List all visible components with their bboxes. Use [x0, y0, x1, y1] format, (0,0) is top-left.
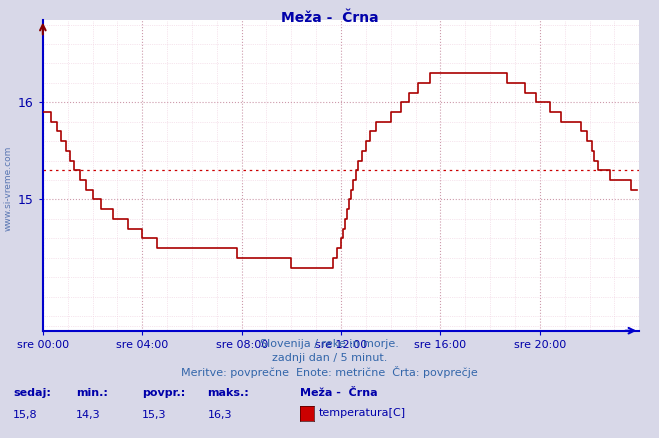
Text: 16,3: 16,3 — [208, 410, 232, 420]
Text: min.:: min.: — [76, 388, 107, 398]
Text: www.si-vreme.com: www.si-vreme.com — [3, 146, 13, 231]
Text: sedaj:: sedaj: — [13, 388, 51, 398]
Text: 15,3: 15,3 — [142, 410, 166, 420]
Text: Meža -  Črna: Meža - Črna — [281, 11, 378, 25]
Text: Meža -  Črna: Meža - Črna — [300, 388, 378, 398]
Text: 14,3: 14,3 — [76, 410, 100, 420]
Text: temperatura[C]: temperatura[C] — [318, 408, 405, 417]
Text: Slovenija / reke in morje.: Slovenija / reke in morje. — [260, 339, 399, 350]
Text: 15,8: 15,8 — [13, 410, 38, 420]
Text: zadnji dan / 5 minut.: zadnji dan / 5 minut. — [272, 353, 387, 363]
Text: povpr.:: povpr.: — [142, 388, 185, 398]
Text: Meritve: povprečne  Enote: metrične  Črta: povprečje: Meritve: povprečne Enote: metrične Črta:… — [181, 366, 478, 378]
Text: maks.:: maks.: — [208, 388, 249, 398]
